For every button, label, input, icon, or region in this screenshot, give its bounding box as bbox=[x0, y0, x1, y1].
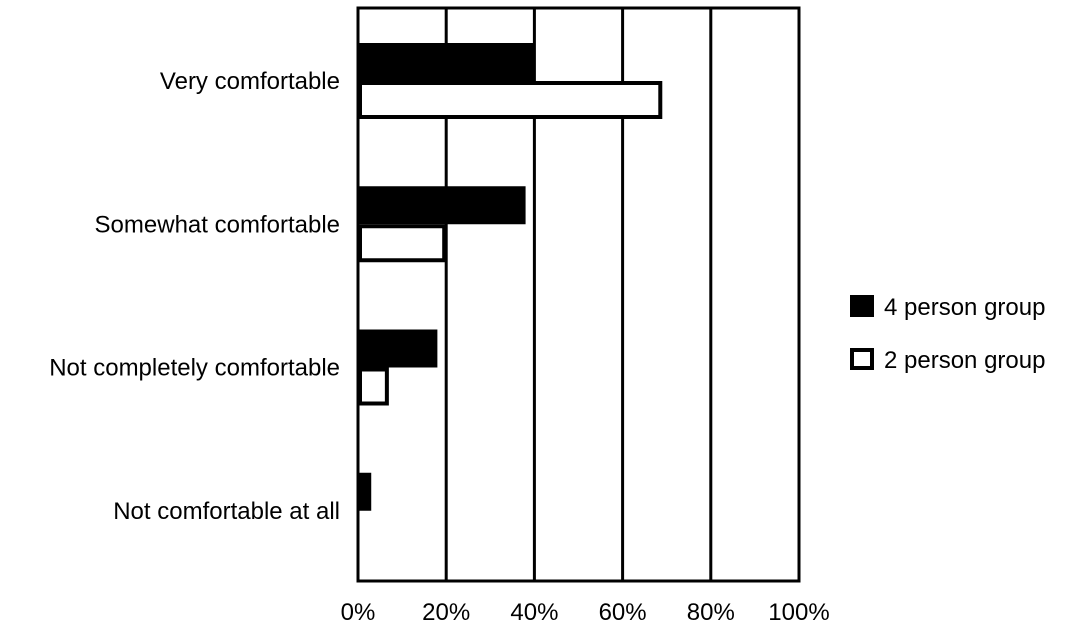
bars bbox=[358, 43, 663, 511]
legend-label: 4 person group bbox=[884, 294, 1045, 321]
x-tick-label: 60% bbox=[599, 599, 647, 626]
legend-swatch-two-person bbox=[850, 348, 874, 370]
x-tick-label: 40% bbox=[510, 599, 558, 626]
bar-two-person bbox=[358, 224, 447, 263]
legend: 4 person group 2 person group bbox=[850, 294, 1045, 374]
bar-two-person bbox=[358, 81, 663, 119]
bar-four-person bbox=[358, 472, 372, 511]
x-tick-labels: 0% 20% 40% 60% 80% 100% bbox=[341, 599, 830, 626]
bar-four-person bbox=[358, 329, 438, 368]
bar-four-person bbox=[358, 43, 535, 81]
category-labels: Very comfortable Somewhat comfortable Not … bbox=[49, 68, 340, 525]
category-label: Somewhat comfortable bbox=[95, 211, 340, 238]
x-tick-label: 20% bbox=[422, 599, 470, 626]
bar-four-person bbox=[358, 186, 526, 225]
legend-swatch-four-person bbox=[850, 295, 874, 317]
bar-two-person bbox=[358, 367, 389, 406]
x-tick-label: 100% bbox=[768, 599, 829, 626]
category-label: Not completely comfortable bbox=[49, 355, 340, 382]
x-tick-label: 0% bbox=[341, 599, 376, 626]
category-label: Very comfortable bbox=[160, 68, 340, 95]
x-tick-label: 80% bbox=[687, 599, 735, 626]
category-label: Not comfortable at all bbox=[113, 498, 340, 525]
legend-label: 2 person group bbox=[884, 347, 1045, 374]
plot-frame bbox=[356, 6, 801, 583]
